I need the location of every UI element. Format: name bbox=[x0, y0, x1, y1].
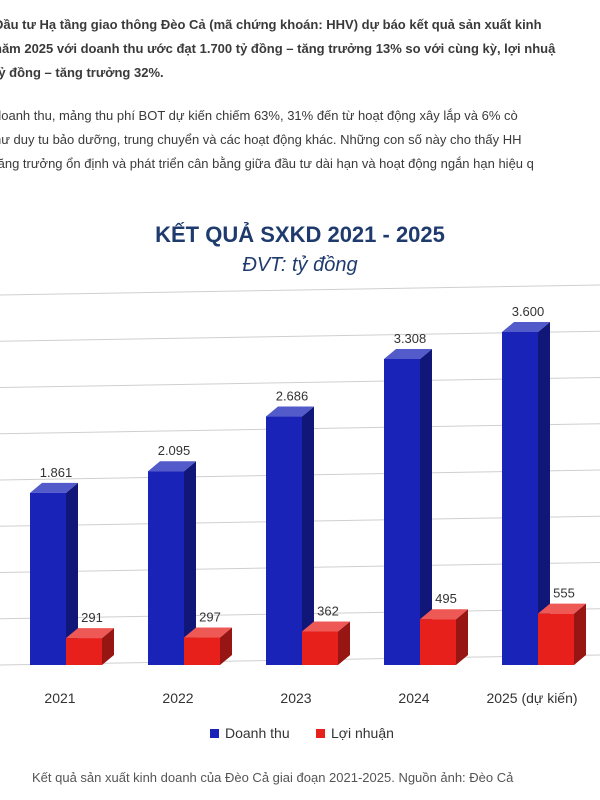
article-line: tỷ đồng – tăng trưởng 32%. bbox=[0, 65, 164, 80]
profit-bar-top bbox=[420, 609, 468, 620]
chart-image: 1.861 291 2021 2.095 297 2022 2.686 362 2023 3.30… bbox=[0, 200, 600, 760]
revenue-bar bbox=[30, 492, 66, 665]
revenue-bar bbox=[148, 471, 184, 665]
image-caption: Kết quả sản xuất kinh doanh của Đèo Cả g… bbox=[32, 770, 514, 785]
article-line: doanh thu, mảng thu phí BOT dự kiến chiế… bbox=[0, 108, 518, 123]
article-paragraph-2: doanh thu, mảng thu phí BOT dự kiến chiế… bbox=[0, 104, 534, 176]
chart-subtitle: ĐVT: tỷ đồng bbox=[242, 254, 358, 276]
bar-chart: 1.861 291 2021 2.095 297 2022 2.686 362 2023 3.30… bbox=[0, 284, 600, 741]
revenue-bar-side bbox=[302, 406, 314, 665]
revenue-data-label: 3.308 bbox=[394, 331, 427, 346]
article-text: Đầu tư Hạ tầng giao thông Đèo Cả (mã chứ… bbox=[0, 0, 600, 200]
x-tick-label: 2023 bbox=[280, 690, 311, 706]
x-tick-label: 2024 bbox=[398, 690, 429, 706]
profit-bar-side bbox=[574, 603, 586, 665]
revenue-bar-top bbox=[502, 322, 550, 332]
profit-data-label: 495 bbox=[435, 591, 457, 606]
article-line: hư duy tu bảo dưỡng, trung chuyển và các… bbox=[0, 132, 522, 147]
revenue-data-label: 1.861 bbox=[40, 465, 73, 480]
profit-data-label: 555 bbox=[553, 586, 575, 601]
profit-bar-side bbox=[220, 627, 232, 665]
revenue-bar bbox=[502, 332, 538, 665]
profit-bar-top bbox=[66, 628, 114, 639]
revenue-bar-top bbox=[148, 461, 196, 472]
gridline bbox=[0, 284, 600, 296]
legend-label: Doanh thu bbox=[225, 725, 290, 741]
legend-swatch bbox=[210, 729, 219, 738]
revenue-bar-side bbox=[66, 482, 78, 665]
profit-bar bbox=[66, 638, 102, 665]
profit-bar bbox=[420, 619, 456, 665]
revenue-bar-top bbox=[384, 349, 432, 360]
revenue-bar-top bbox=[30, 482, 78, 493]
profit-bar-side bbox=[456, 609, 468, 665]
profit-bar bbox=[538, 613, 574, 665]
profit-data-label: 297 bbox=[199, 610, 221, 625]
x-tick-label: 2022 bbox=[162, 690, 193, 706]
profit-bar-top bbox=[302, 621, 350, 632]
profit-bar-side bbox=[102, 628, 114, 665]
profit-bar bbox=[302, 631, 338, 665]
revenue-data-label: 3.600 bbox=[512, 304, 545, 319]
revenue-bar-side bbox=[184, 461, 196, 665]
revenue-bar-side bbox=[420, 349, 432, 665]
gridline bbox=[0, 330, 600, 342]
legend-label: Lợi nhuận bbox=[331, 725, 394, 741]
gridline bbox=[0, 377, 600, 388]
article-paragraph-1: Đầu tư Hạ tầng giao thông Đèo Cả (mã chứ… bbox=[0, 13, 555, 85]
profit-bar bbox=[184, 637, 220, 665]
article-line: tăng trưởng ổn định và phát triển cân bằ… bbox=[0, 156, 534, 171]
revenue-bar-top bbox=[266, 406, 314, 417]
revenue-data-label: 2.095 bbox=[158, 443, 191, 458]
profit-bar-top bbox=[184, 627, 232, 638]
legend-swatch bbox=[316, 729, 325, 738]
chart-title: KẾT QUẢ SXKD 2021 - 2025 bbox=[155, 222, 445, 247]
revenue-data-label: 2.686 bbox=[276, 389, 309, 404]
article-line: năm 2025 với doanh thu ước đạt 1.700 tỷ … bbox=[0, 41, 556, 56]
x-tick-label: 2021 bbox=[44, 690, 75, 706]
profit-data-label: 291 bbox=[81, 610, 103, 625]
profit-data-label: 362 bbox=[317, 604, 339, 619]
revenue-bar bbox=[266, 416, 302, 665]
revenue-bar bbox=[384, 359, 420, 665]
profit-bar-top bbox=[538, 603, 586, 614]
article-line: Đầu tư Hạ tầng giao thông Đèo Cả (mã chứ… bbox=[0, 17, 542, 32]
profit-bar-side bbox=[338, 621, 350, 665]
revenue-bar-side bbox=[538, 322, 550, 665]
x-tick-label: 2025 (dự kiến) bbox=[486, 690, 577, 706]
